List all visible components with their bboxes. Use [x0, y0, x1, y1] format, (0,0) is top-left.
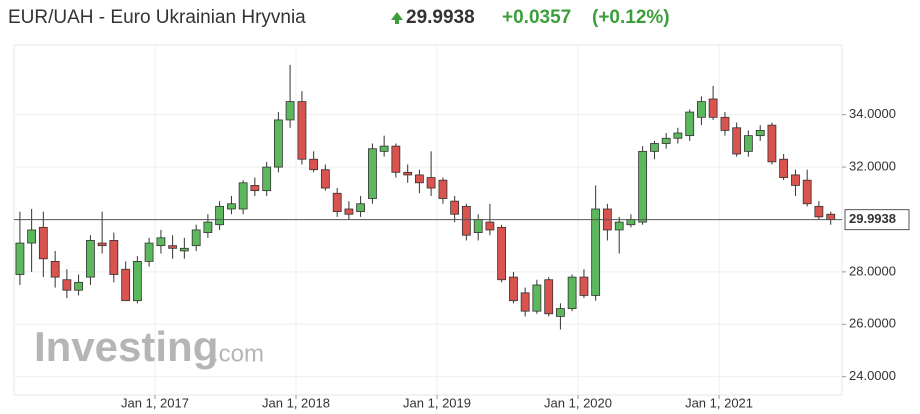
candle-body: [238, 182, 248, 210]
candle-body: [62, 279, 72, 291]
candle-body: [708, 98, 718, 118]
x-tick-label: Jan 1, 2020: [544, 395, 612, 410]
candle-body: [567, 276, 577, 309]
candle-body: [802, 179, 812, 205]
candle-body: [638, 150, 648, 223]
candle-body: [732, 127, 742, 155]
candle-body: [203, 221, 213, 233]
candle-body: [697, 101, 706, 118]
candle-body: [532, 284, 542, 312]
change: +0.0357: [502, 7, 571, 28]
candle-body: [685, 111, 695, 137]
candle-body: [579, 276, 589, 296]
candle-body: [767, 124, 777, 163]
y-tick-label: 28.0000: [849, 263, 896, 278]
x-tick-label: Jan 1, 2018: [262, 395, 330, 410]
candle-body: [50, 260, 60, 278]
candle-body: [27, 229, 37, 244]
candle-body: [250, 185, 260, 192]
candle-body: [461, 205, 471, 236]
candle-body: [262, 166, 272, 192]
current-value-label: 29.9938: [849, 211, 896, 226]
candle-body: [414, 174, 424, 184]
candle-body: [297, 101, 307, 160]
candle-body: [320, 169, 330, 189]
up-arrow: [391, 12, 403, 24]
candle-body: [168, 245, 178, 249]
candle-body: [379, 145, 389, 152]
candle-body: [485, 221, 495, 231]
candle-body: [97, 242, 107, 247]
candle-body: [755, 130, 765, 137]
candle-body: [473, 219, 483, 233]
x-tick-label: Jan 1, 2017: [121, 395, 189, 410]
candle-body: [791, 174, 800, 186]
candle-body: [556, 308, 565, 317]
candle-body: [109, 240, 119, 275]
candle-body: [332, 192, 342, 213]
candle-body: [15, 242, 25, 275]
x-tick-label: Jan 1, 2019: [403, 395, 471, 410]
watermark-suffix: .com: [212, 340, 264, 367]
candle-body: [309, 158, 319, 171]
candle-body: [391, 145, 401, 173]
candle-body: [285, 101, 295, 121]
candle-body: [144, 242, 154, 262]
title: EUR/UAH - Euro Ukrainian Hryvnia: [8, 7, 306, 28]
candle-body: [74, 281, 83, 291]
candle-body: [509, 276, 518, 302]
candle-body: [520, 292, 530, 312]
candle-body: [227, 203, 236, 210]
candle-body: [497, 226, 507, 281]
candle-body: [826, 213, 836, 221]
candle-body: [544, 279, 554, 315]
candle-body: [426, 177, 436, 189]
candle-body: [215, 205, 224, 226]
candle-body: [650, 143, 659, 152]
candle-body: [179, 247, 189, 252]
candle-body: [438, 179, 448, 199]
candle-body: [356, 203, 365, 213]
y-tick-label: 26.0000: [849, 316, 896, 331]
y-tick-label: 32.0000: [849, 159, 896, 174]
candle-body: [450, 200, 460, 215]
candle-body: [273, 119, 283, 168]
candle-body: [720, 116, 730, 131]
candle-body: [403, 171, 413, 176]
current-value-box: [844, 209, 910, 231]
x-tick-label: Jan 1, 2021: [685, 395, 753, 410]
candle-body: [743, 135, 753, 152]
candle-body: [591, 208, 601, 296]
candle-body: [368, 148, 377, 199]
candle-body: [191, 229, 201, 247]
candle-body: [86, 240, 95, 278]
candle-body: [344, 208, 354, 215]
candle-body: [814, 205, 824, 218]
change-pct: (+0.12%): [592, 7, 670, 28]
watermark-brand: Investing: [34, 323, 218, 370]
watermark: Investing .com: [34, 323, 264, 370]
candle-body: [661, 137, 671, 144]
y-tick-label: 34.0000: [849, 106, 896, 121]
candle-body: [121, 268, 131, 302]
y-tick-label: 24.0000: [849, 368, 896, 383]
candle-body: [626, 219, 636, 226]
candle-body: [779, 158, 789, 178]
candle-body: [132, 260, 142, 302]
candle-body: [156, 237, 166, 247]
candle-body: [38, 226, 48, 260]
candle-body: [614, 221, 624, 231]
candle-body: [673, 132, 683, 139]
price: 29.9938: [406, 7, 475, 28]
